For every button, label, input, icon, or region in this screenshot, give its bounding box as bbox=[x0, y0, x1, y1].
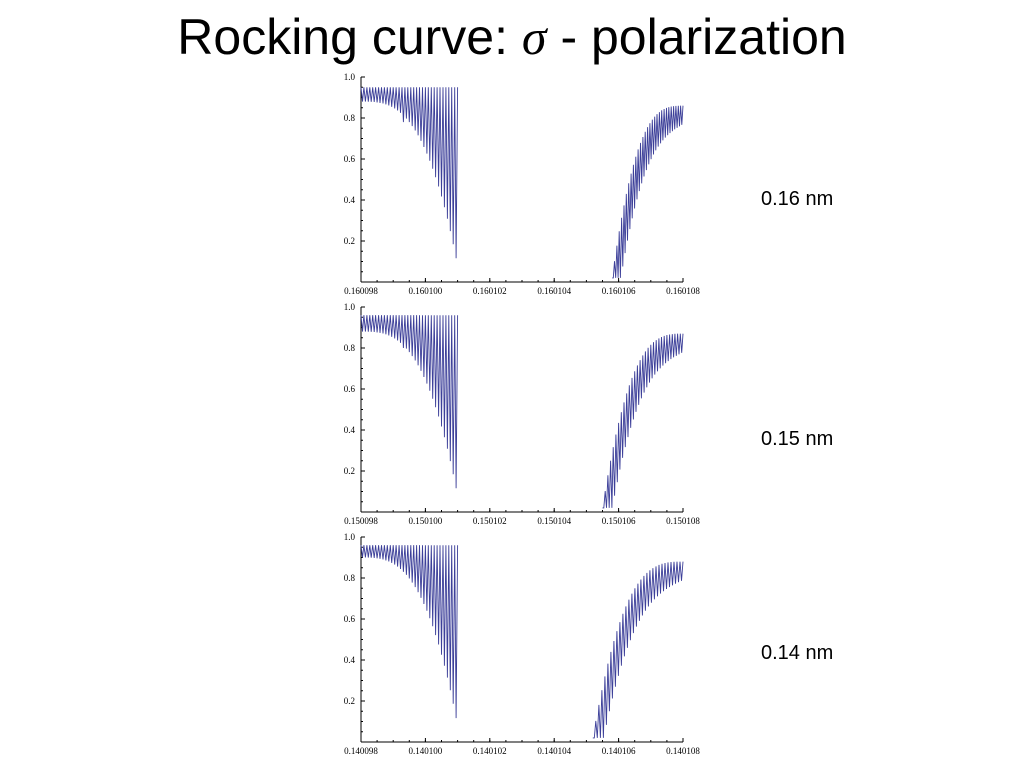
x-tick-label: 0.150100 bbox=[409, 516, 443, 526]
x-tick-label: 0.150106 bbox=[602, 516, 636, 526]
x-tick-label: 0.160102 bbox=[473, 286, 507, 296]
slide-title: Rocking curve: σ - polarization bbox=[0, 8, 1024, 66]
y-tick-label: 0.2 bbox=[344, 236, 355, 246]
x-tick-label: 0.140108 bbox=[666, 746, 700, 756]
curve-left-branch bbox=[360, 315, 459, 489]
x-tick-label: 0.160108 bbox=[666, 286, 700, 296]
rocking-curve-chart-016nm: 0.160098 0.160100 0.160102 0.160104 0.160106… bbox=[344, 72, 701, 296]
y-tick-label: 1.0 bbox=[344, 72, 356, 82]
y-tick-label: 0.8 bbox=[344, 113, 356, 123]
x-tick-label: 0.140102 bbox=[473, 746, 507, 756]
y-tick-label: 0.6 bbox=[344, 154, 356, 164]
rocking-curve-chart-014nm: 0.140098 0.140100 0.140102 0.140104 0.140106… bbox=[344, 532, 701, 756]
y-tick-label: 0.4 bbox=[344, 425, 356, 435]
y-tick-label: 0.2 bbox=[344, 696, 355, 706]
y-tick-label: 0.6 bbox=[344, 384, 356, 394]
x-tick-label: 0.160104 bbox=[537, 286, 571, 296]
y-tick-label: 1.0 bbox=[344, 302, 356, 312]
y-tick-label: 0.2 bbox=[344, 466, 355, 476]
wavelength-label-014nm: 0.14 nm bbox=[761, 642, 834, 664]
wavelength-label-016nm: 0.16 nm bbox=[761, 188, 834, 210]
y-tick-label: 0.8 bbox=[344, 573, 356, 583]
curve-right-branch bbox=[592, 561, 684, 739]
x-tick-label: 0.140100 bbox=[409, 746, 443, 756]
rocking-curve-chart-015nm: 0.150098 0.150100 0.150102 0.150104 0.150106… bbox=[344, 302, 701, 526]
x-tick-label: 0.150102 bbox=[473, 516, 507, 526]
y-tick-label: 0.8 bbox=[344, 343, 356, 353]
y-tick-label: 0.4 bbox=[344, 655, 356, 665]
x-tick-label: 0.150108 bbox=[666, 516, 700, 526]
y-tick-label: 0.4 bbox=[344, 195, 356, 205]
x-tick-label: 0.140104 bbox=[537, 746, 571, 756]
y-tick-label: 0.6 bbox=[344, 614, 356, 624]
curve-right-branch bbox=[612, 105, 684, 279]
x-tick-label: 0.160106 bbox=[602, 286, 636, 296]
sigma-symbol: σ bbox=[521, 9, 547, 65]
x-tick-label: 0.150104 bbox=[537, 516, 571, 526]
title-suffix: - polarization bbox=[546, 9, 847, 65]
curve-left-branch bbox=[360, 87, 459, 259]
x-tick-label: 0.140098 bbox=[344, 746, 378, 756]
curve-right-branch bbox=[602, 333, 684, 509]
x-tick-label: 0.140106 bbox=[602, 746, 636, 756]
x-tick-label: 0.150098 bbox=[344, 516, 378, 526]
x-tick-label: 0.160100 bbox=[409, 286, 443, 296]
curve-left-branch bbox=[360, 545, 459, 719]
x-tick-label: 0.160098 bbox=[344, 286, 378, 296]
y-tick-label: 1.0 bbox=[344, 532, 356, 542]
title-prefix: Rocking curve: bbox=[177, 9, 522, 65]
wavelength-label-015nm: 0.15 nm bbox=[761, 428, 834, 450]
